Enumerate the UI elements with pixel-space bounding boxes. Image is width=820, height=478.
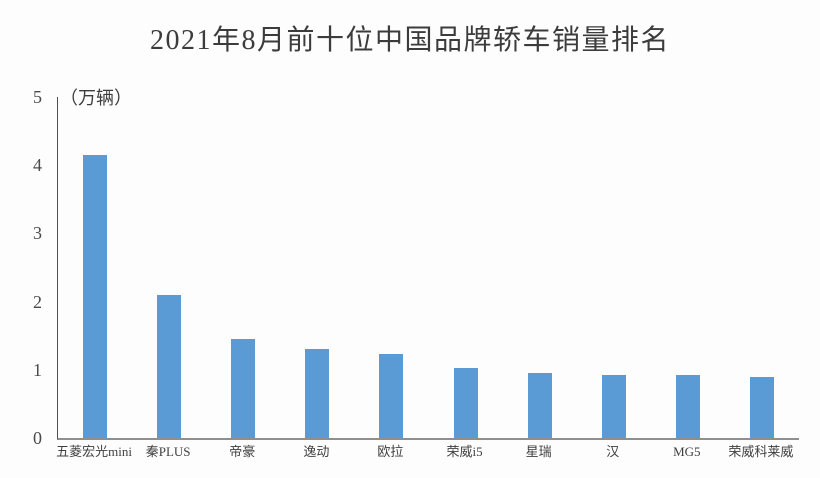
bar-帝豪 [231, 339, 256, 438]
bar-MG5 [675, 374, 700, 438]
x-label-欧拉: 欧拉 [377, 444, 404, 459]
y-tick-label-1: 1 [33, 359, 42, 380]
x-label-逸动: 逸动 [303, 444, 330, 459]
y-tick-label-2: 2 [33, 291, 42, 312]
x-label-秦PLUS: 秦PLUS [145, 444, 191, 459]
bar-星瑞 [527, 373, 552, 438]
y-tick-label-0: 0 [33, 428, 42, 448]
x-label-五菱宏光mini: 五菱宏光mini [56, 444, 132, 459]
x-label-星瑞: 星瑞 [525, 444, 552, 459]
bar-荣威i5 [453, 368, 478, 438]
x-label-荣威科莱威: 荣威科莱威 [728, 444, 794, 459]
y-axis-unit-label: （万辆） [60, 88, 132, 108]
x-label-帝豪: 帝豪 [229, 444, 256, 459]
bar-欧拉 [379, 354, 404, 438]
bar-荣威科莱威 [749, 376, 774, 438]
chart-title: 2021年8月前十位中国品牌轿车销量排名 [149, 25, 670, 56]
bar-汉 [601, 375, 626, 438]
x-label-MG5: MG5 [673, 444, 701, 459]
y-tick-label-5: 5 [33, 87, 42, 107]
bar-逸动 [305, 349, 330, 438]
bar-五菱宏光mini [83, 154, 108, 438]
y-tick-label-3: 3 [33, 223, 42, 244]
plot-area [57, 97, 799, 440]
y-tick-label-4: 4 [33, 155, 42, 176]
x-label-汉: 汉 [606, 444, 620, 459]
bar-秦PLUS [157, 294, 182, 438]
x-label-荣威i5: 荣威i5 [446, 444, 483, 459]
